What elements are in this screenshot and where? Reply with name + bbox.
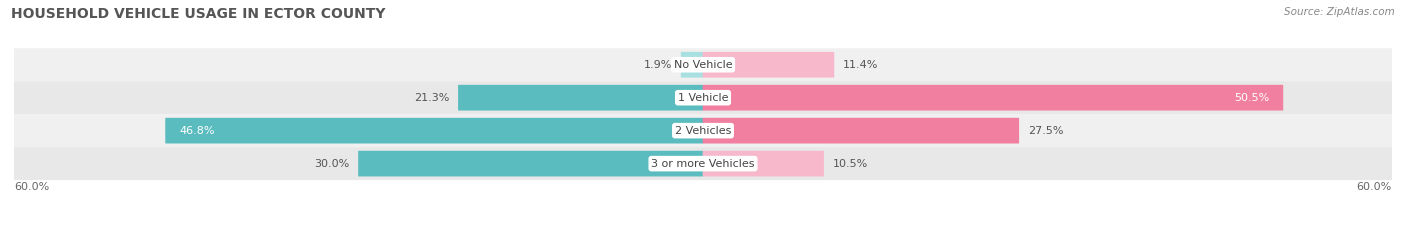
FancyBboxPatch shape — [14, 81, 1392, 114]
Text: 46.8%: 46.8% — [180, 126, 215, 136]
Text: No Vehicle: No Vehicle — [673, 60, 733, 70]
Text: 50.5%: 50.5% — [1234, 93, 1270, 103]
Text: 11.4%: 11.4% — [844, 60, 879, 70]
Text: 60.0%: 60.0% — [1357, 182, 1392, 192]
Text: 30.0%: 30.0% — [314, 159, 349, 169]
FancyBboxPatch shape — [14, 114, 1392, 147]
FancyBboxPatch shape — [703, 52, 834, 78]
FancyBboxPatch shape — [703, 151, 824, 176]
FancyBboxPatch shape — [14, 147, 1392, 180]
FancyBboxPatch shape — [458, 85, 703, 110]
Text: Source: ZipAtlas.com: Source: ZipAtlas.com — [1284, 7, 1395, 17]
Text: HOUSEHOLD VEHICLE USAGE IN ECTOR COUNTY: HOUSEHOLD VEHICLE USAGE IN ECTOR COUNTY — [11, 7, 385, 21]
FancyBboxPatch shape — [703, 118, 1019, 144]
Text: 60.0%: 60.0% — [14, 182, 49, 192]
FancyBboxPatch shape — [166, 118, 703, 144]
FancyBboxPatch shape — [703, 85, 1284, 110]
FancyBboxPatch shape — [681, 52, 703, 78]
FancyBboxPatch shape — [14, 48, 1392, 81]
Text: 1.9%: 1.9% — [644, 60, 672, 70]
Text: 2 Vehicles: 2 Vehicles — [675, 126, 731, 136]
Text: 27.5%: 27.5% — [1028, 126, 1063, 136]
Text: 10.5%: 10.5% — [832, 159, 868, 169]
Text: 3 or more Vehicles: 3 or more Vehicles — [651, 159, 755, 169]
Text: 21.3%: 21.3% — [413, 93, 450, 103]
FancyBboxPatch shape — [359, 151, 703, 176]
Text: 1 Vehicle: 1 Vehicle — [678, 93, 728, 103]
